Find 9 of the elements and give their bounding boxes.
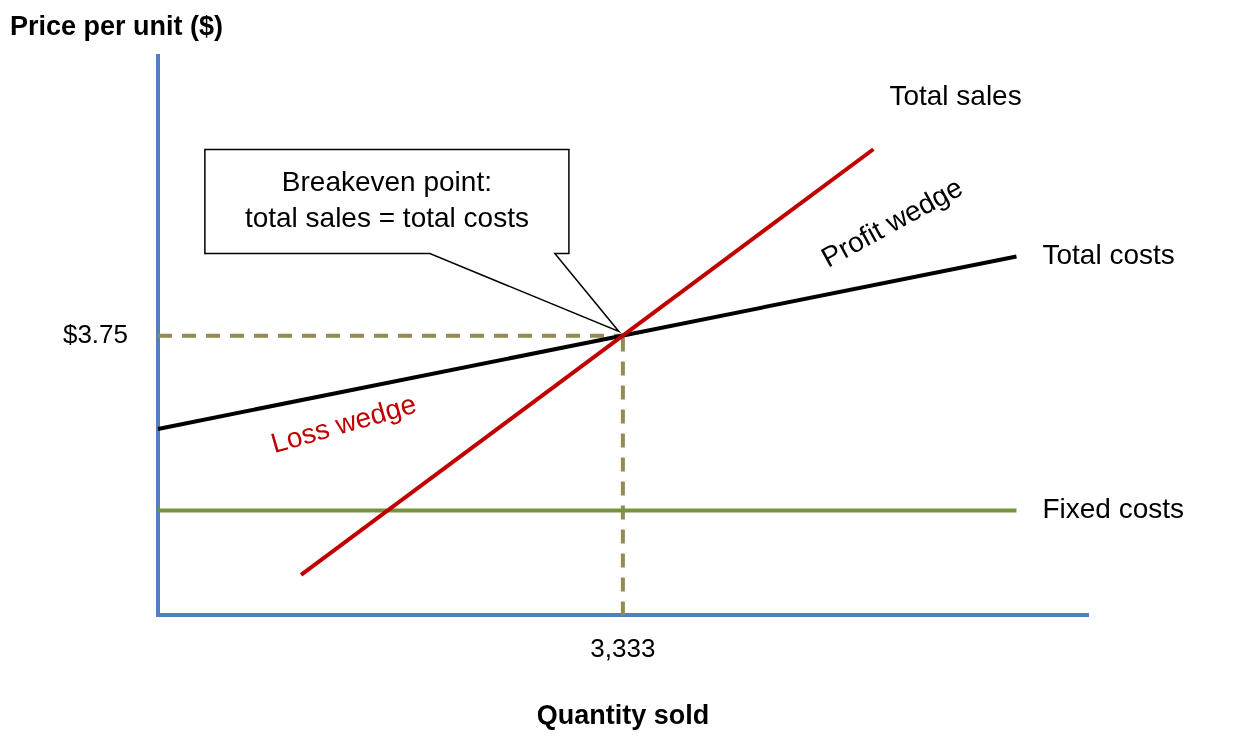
text: $3.75 (62, 318, 128, 349)
annotation: Loss wedge (267, 387, 420, 460)
text: 3,333 (590, 632, 656, 663)
y-axis-title: Price per unit ($) (10, 11, 224, 42)
annotation: Breakeven point: total sales = total costs (244, 166, 529, 234)
series-label: Total costs (1042, 239, 1175, 271)
series-label: Fixed costs (1042, 493, 1185, 525)
x-axis-title: Quantity sold (536, 700, 710, 731)
series-label: Total sales (889, 79, 1022, 111)
